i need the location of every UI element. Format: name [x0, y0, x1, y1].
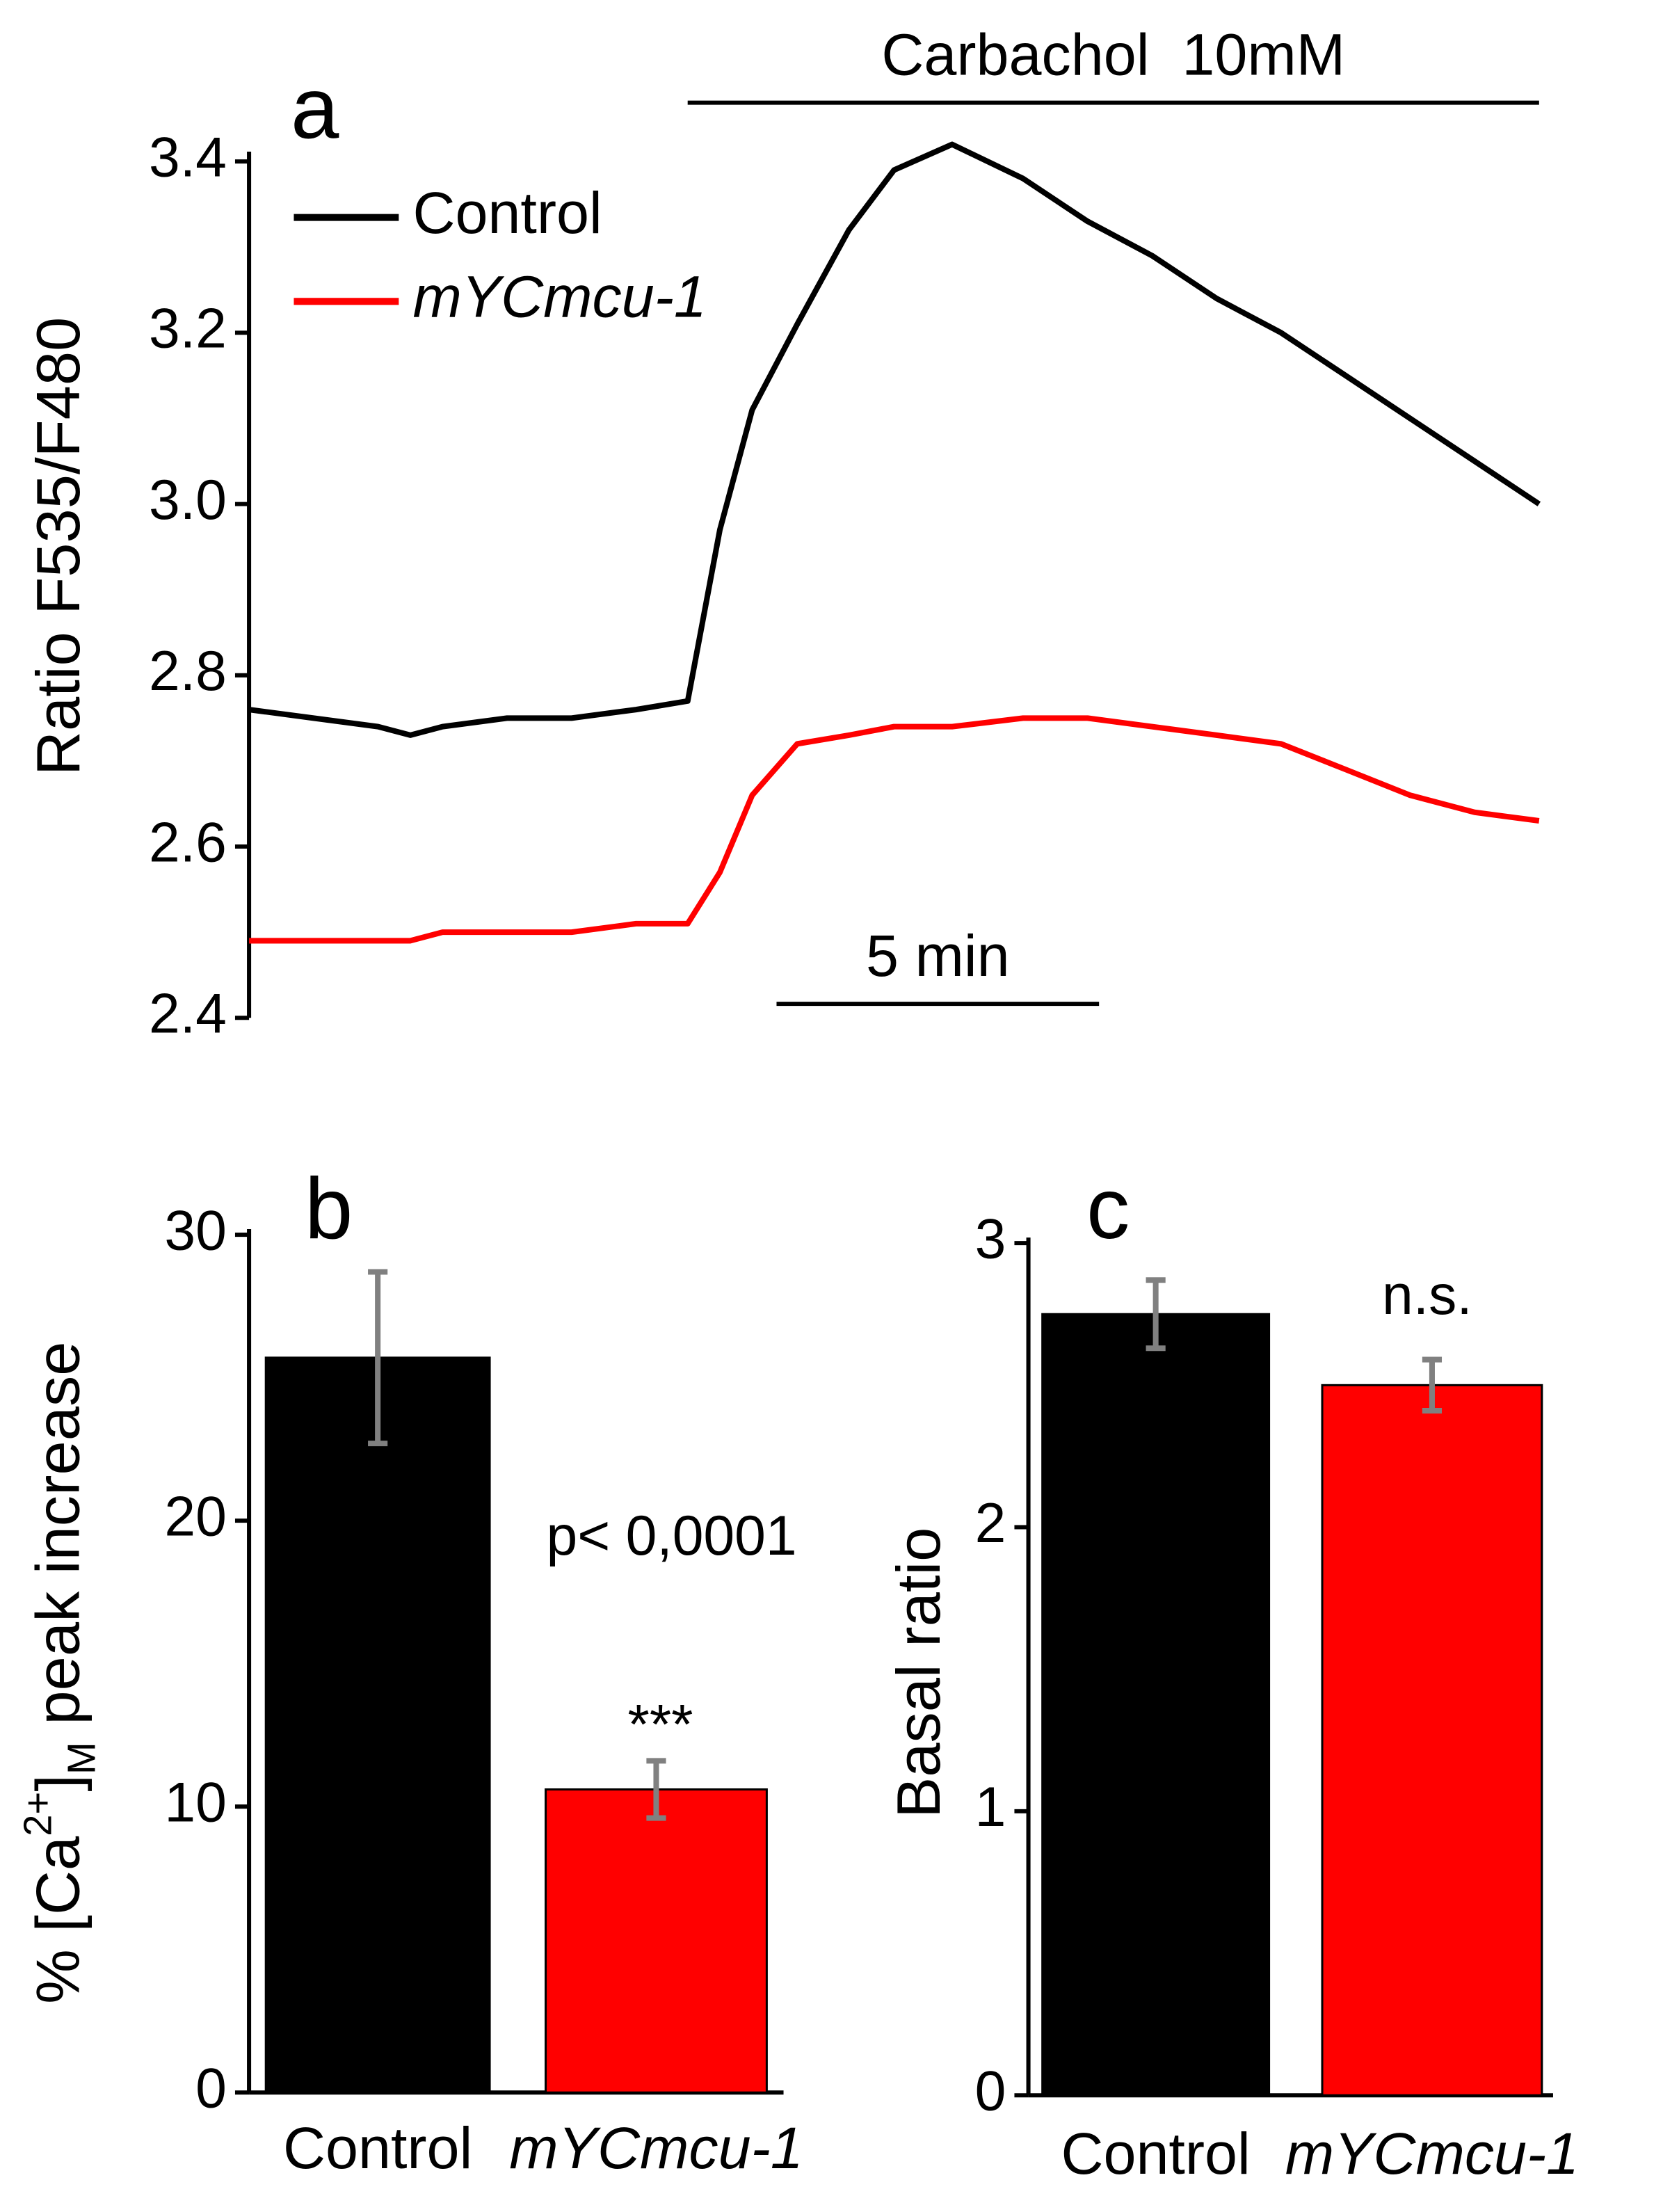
y-tick-label: 2.6 [149, 811, 227, 874]
y-axis-label: % [Ca2+]M peak increase [16, 1342, 104, 2004]
annotation: n.s. [1382, 1264, 1472, 1327]
y-axis-label-part: M [60, 1742, 104, 1774]
legend-label: mYCmcu-1 [412, 264, 706, 330]
y-tick-label: 3.2 [149, 298, 227, 360]
panel-label: c [1086, 1160, 1130, 1257]
y-tick-label: 2.8 [149, 640, 227, 703]
error-bar [1422, 1356, 1443, 1414]
annotation: *** [628, 1693, 693, 1756]
y-tick-label: 3.0 [149, 469, 227, 531]
y-axis-label: Basal ratio [884, 1528, 953, 1818]
scale-bar-label: 5 min [866, 923, 1010, 988]
panel-label: b [305, 1160, 353, 1257]
bar [545, 1788, 768, 2094]
y-tick-label: 0 [195, 2057, 227, 2119]
error-bar [646, 1758, 666, 1821]
y-tick-label: 10 [164, 1771, 227, 1834]
x-tick-label: mYCmcu-1 [509, 2115, 803, 2181]
x-tick-label: mYCmcu-1 [1285, 2121, 1579, 2186]
bar [264, 1356, 491, 2094]
bar [1041, 1313, 1271, 2097]
y-tick-label: 1 [975, 1776, 1006, 1838]
legend-label: Control [412, 180, 602, 246]
y-tick-label: 30 [164, 1199, 227, 1262]
x-tick-label: Control [1061, 2121, 1250, 2186]
bar [1321, 1384, 1543, 2097]
y-axis-label: Ratio F535/F480 [24, 317, 93, 776]
data-line [249, 715, 1540, 944]
annotation: p< 0,0001 [547, 1505, 797, 1567]
y-tick-label: 2 [975, 1492, 1006, 1555]
y-tick-label: 3.4 [149, 126, 227, 189]
y-axis-label-part: 2+ [16, 1792, 60, 1836]
y-tick-label: 0 [975, 2060, 1006, 2122]
panel-label: a [291, 61, 339, 157]
error-bar [1146, 1277, 1166, 1352]
stimulus-label: Carbachol 10mM [881, 22, 1345, 88]
y-tick-label: 3 [975, 1208, 1006, 1270]
x-tick-label: Control [283, 2115, 472, 2181]
y-tick-label: 20 [164, 1485, 227, 1548]
y-axis-label-part: ] [24, 1774, 93, 1792]
error-bar [368, 1269, 388, 1447]
y-axis-label-part: % [Ca [24, 1836, 93, 2004]
y-tick-label: 2.4 [149, 983, 227, 1045]
y-axis-label-part: peak increase [24, 1342, 93, 1742]
data-line [248, 141, 1541, 738]
